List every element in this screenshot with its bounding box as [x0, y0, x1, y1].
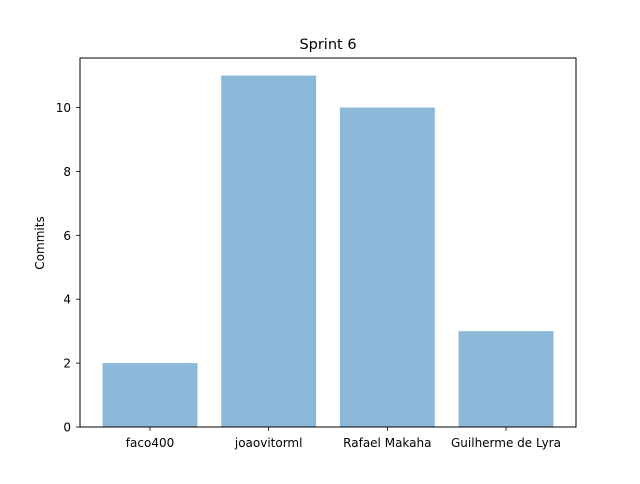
bar-joaovitorml — [221, 75, 317, 428]
chart-title: Sprint 6 — [299, 37, 356, 53]
x-tick-label: Guilherme de Lyra — [451, 436, 561, 450]
plot-frame — [79, 57, 577, 428]
x-tick-label: Rafael Makaha — [343, 436, 431, 450]
y-axis: 0 2 4 6 8 10 — [56, 101, 80, 435]
bars-layer — [102, 75, 554, 428]
bar-rafael-makaha — [339, 107, 435, 428]
y-tick-label: 6 — [63, 229, 71, 243]
y-tick-label: 2 — [63, 357, 71, 371]
x-tick-label: faco400 — [126, 436, 174, 450]
y-tick-label: 8 — [63, 165, 71, 179]
y-axis-label: Commits — [33, 216, 47, 269]
y-tick-label: 4 — [63, 293, 71, 307]
y-tick-label: 0 — [63, 421, 71, 435]
bar-faco400 — [102, 363, 198, 427]
x-axis: faco400 joaovitorml Rafael Makaha Guilherme… — [126, 427, 561, 450]
y-tick-label: 10 — [56, 101, 71, 115]
x-tick-label: joaovitorml — [234, 436, 303, 450]
bar-guilherme-de-lyra — [458, 331, 554, 427]
